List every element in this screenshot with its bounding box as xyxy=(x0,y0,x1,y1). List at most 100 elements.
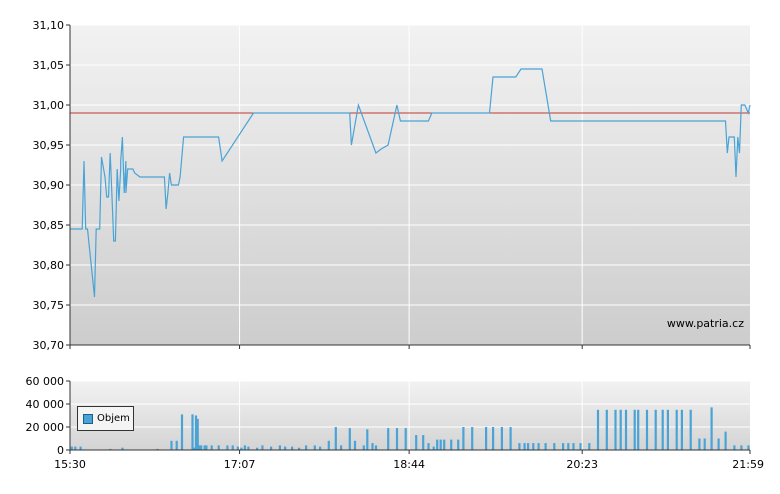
volume-bar xyxy=(733,445,736,450)
price-tick-label: 30,80 xyxy=(33,259,65,272)
volume-bar xyxy=(319,446,322,450)
volume-tick-label: 20 000 xyxy=(26,421,65,434)
volume-bar xyxy=(305,445,308,450)
volume-bar xyxy=(395,428,399,450)
volume-bar xyxy=(313,445,316,450)
x-tick-label: 17:07 xyxy=(224,458,256,471)
volume-bar xyxy=(422,435,425,450)
volume-bar xyxy=(236,446,239,450)
volume-plot-area xyxy=(70,381,750,450)
watermark: www.patria.cz xyxy=(667,317,744,330)
x-tick-label: 15:30 xyxy=(54,458,86,471)
volume-bar xyxy=(170,440,173,450)
volume-bar xyxy=(572,443,575,450)
volume-bar xyxy=(680,409,683,451)
volume-bar xyxy=(432,446,435,450)
volume-panel: 60 000 40 000 20 000 015:30 17:07 18:44 20:23 2… xyxy=(26,375,765,471)
volume-bar xyxy=(471,427,474,450)
volume-bar xyxy=(205,445,208,450)
volume-bar xyxy=(180,414,184,450)
volume-bar xyxy=(567,443,570,450)
price-tick-label: 31,00 xyxy=(33,99,65,112)
volume-bar xyxy=(637,409,640,451)
x-tick-label: 21:59 xyxy=(732,458,764,471)
volume-bar xyxy=(492,427,495,450)
volume-bar xyxy=(661,409,664,451)
volume-bar xyxy=(689,409,692,451)
volume-bar xyxy=(366,429,369,450)
volume-bar xyxy=(348,428,351,450)
volume-bar xyxy=(457,439,460,450)
volume-bar xyxy=(527,443,530,450)
volume-bar xyxy=(203,445,206,450)
volume-bar xyxy=(562,443,565,450)
volume-bar xyxy=(523,443,526,450)
volume-bar xyxy=(198,445,201,450)
volume-bar xyxy=(740,445,743,450)
volume-bar xyxy=(588,443,591,450)
volume-bar xyxy=(703,438,706,450)
volume-bar xyxy=(462,427,465,450)
volume-bar xyxy=(175,440,178,450)
volume-bar xyxy=(298,447,301,450)
volume-bar xyxy=(553,443,556,450)
volume-bar xyxy=(226,445,229,450)
volume-bar xyxy=(747,445,750,450)
volume-bar xyxy=(270,446,273,450)
volume-bar xyxy=(624,409,628,451)
volume-bar xyxy=(284,446,287,450)
volume-bar xyxy=(374,445,378,450)
volume-bar xyxy=(156,448,159,450)
volume-bar xyxy=(196,418,199,450)
volume-bar xyxy=(327,440,330,450)
volume-bar xyxy=(654,409,657,451)
volume-bar xyxy=(710,407,713,450)
volume-bar xyxy=(509,427,512,450)
volume-bar xyxy=(443,439,446,450)
volume-bar xyxy=(362,445,365,450)
volume-bar xyxy=(500,427,503,450)
price-tick-label: 30,90 xyxy=(33,179,65,192)
volume-bar xyxy=(121,447,124,450)
volume-bar xyxy=(291,446,294,450)
legend-label: Objem xyxy=(97,413,130,424)
volume-bar xyxy=(74,446,77,450)
volume-bar xyxy=(619,409,622,451)
volume-bar xyxy=(353,440,357,450)
volume-bar xyxy=(579,443,582,450)
volume-bar xyxy=(404,428,407,450)
volume-bar xyxy=(247,446,250,450)
volume-bar xyxy=(675,409,678,451)
volume-bar xyxy=(633,409,636,451)
price-panel: 31,10 31,05 31,00 30,95 30,90 30,85 30,80 30,75… xyxy=(33,19,751,352)
price-tick-label: 30,75 xyxy=(33,299,65,312)
volume-bar xyxy=(200,445,203,450)
volume-bar xyxy=(605,409,608,451)
volume-bar xyxy=(191,414,194,450)
volume-bar xyxy=(109,448,112,450)
price-tick-label: 30,85 xyxy=(33,219,65,232)
volume-bar xyxy=(717,438,720,450)
volume-bar xyxy=(334,427,337,450)
volume-bar xyxy=(261,445,264,450)
volume-legend: Objem xyxy=(77,406,134,431)
x-tick-label: 18:44 xyxy=(393,458,425,471)
volume-bar xyxy=(427,443,430,450)
volume-bar xyxy=(645,409,649,451)
volume-tick-label: 0 xyxy=(57,444,64,457)
price-tick-label: 31,10 xyxy=(33,19,65,32)
legend-swatch xyxy=(83,413,93,424)
volume-tick-label: 40 000 xyxy=(26,398,65,411)
volume-bar xyxy=(724,431,727,450)
volume-bar xyxy=(256,447,259,450)
price-tick-label: 30,95 xyxy=(33,139,65,152)
volume-bar xyxy=(698,438,701,450)
volume-bar xyxy=(240,447,243,450)
volume-bar xyxy=(537,443,540,450)
volume-bar xyxy=(387,428,390,450)
volume-bar xyxy=(436,439,439,450)
volume-bar xyxy=(193,447,196,450)
volume-bar xyxy=(614,409,617,451)
